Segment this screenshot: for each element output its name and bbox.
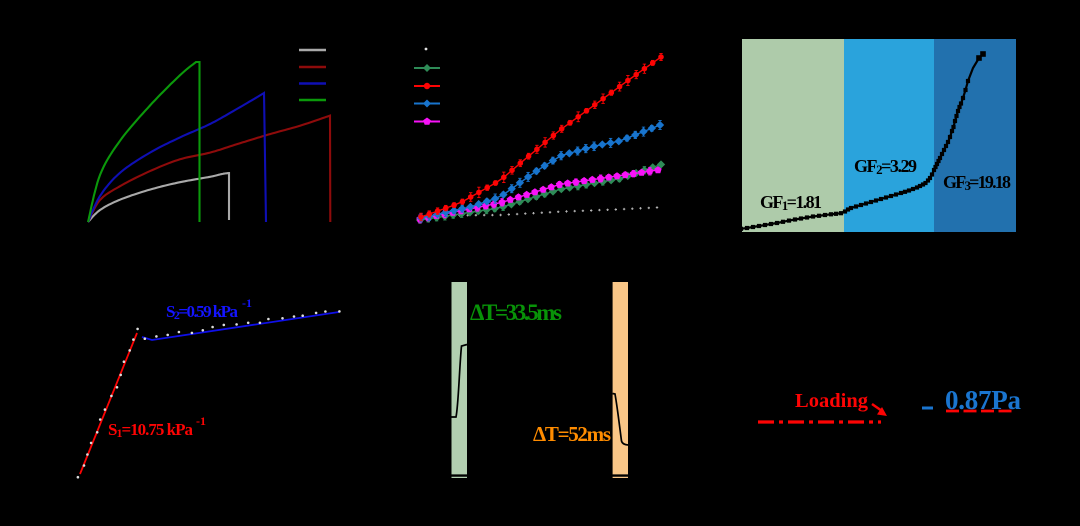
svg-text:ΔT=52ms: ΔT=52ms bbox=[533, 422, 611, 446]
svg-text:-1: -1 bbox=[242, 296, 252, 310]
svg-text:Loading: Loading bbox=[795, 390, 869, 412]
svg-text:S2=0.59 kPa: S2=0.59 kPa bbox=[166, 302, 239, 322]
svg-text:-1: -1 bbox=[196, 414, 206, 428]
svg-text:S1=10.75 kPa: S1=10.75 kPa bbox=[108, 420, 194, 440]
svg-text:ΔT=33.5ms: ΔT=33.5ms bbox=[470, 300, 562, 325]
svg-text:GF3=19.18: GF3=19.18 bbox=[943, 172, 1011, 193]
svg-text:GF2=3.29: GF2=3.29 bbox=[854, 156, 917, 177]
svg-text:GF1=1.81: GF1=1.81 bbox=[760, 192, 822, 213]
